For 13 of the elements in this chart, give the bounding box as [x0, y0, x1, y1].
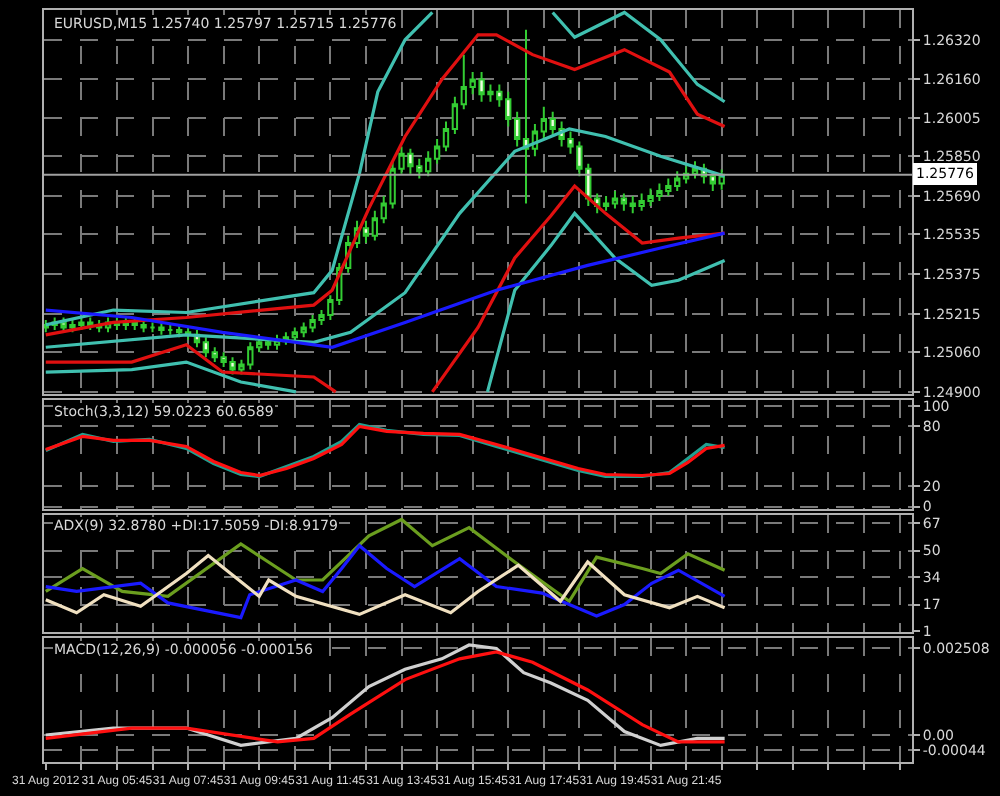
candlestick	[140, 318, 147, 334]
line-series	[44, 231, 727, 349]
candlestick	[602, 194, 610, 212]
candlestick	[202, 336, 210, 359]
line-series	[44, 127, 727, 349]
candlestick	[362, 219, 370, 245]
candlestick	[522, 28, 530, 205]
candlestick	[620, 192, 628, 212]
candlestick	[158, 321, 165, 336]
candlestick	[44, 318, 49, 334]
candlestick	[264, 336, 272, 351]
line-series	[44, 517, 727, 603]
candlestick	[611, 190, 619, 210]
